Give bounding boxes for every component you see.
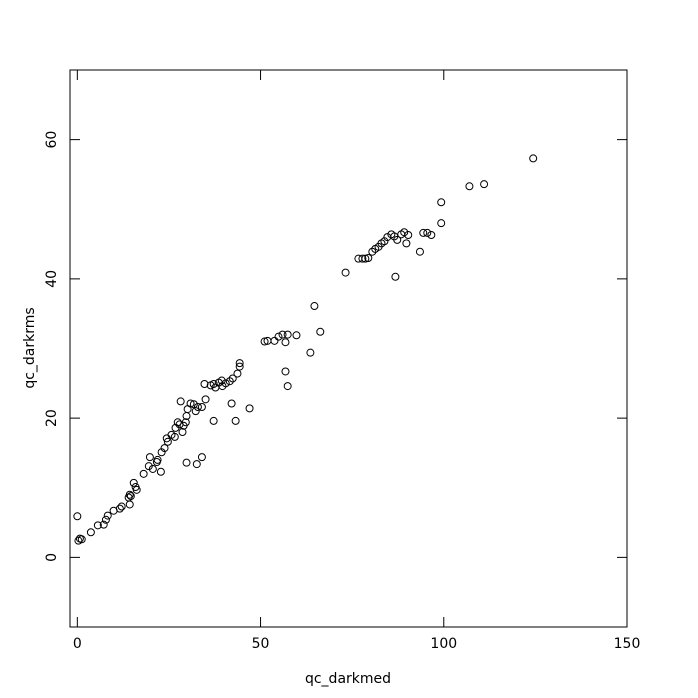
point: [125, 490, 134, 499]
point: [358, 254, 367, 263]
y-tick-label: 40: [44, 270, 60, 288]
point: [283, 382, 292, 391]
point: [227, 399, 236, 408]
point: [368, 247, 377, 256]
point: [182, 458, 191, 467]
point: [186, 399, 195, 408]
point: [148, 464, 157, 473]
point: [419, 228, 428, 237]
point: [77, 535, 86, 544]
point: [292, 331, 301, 340]
point: [316, 327, 325, 336]
point: [278, 330, 287, 339]
point: [86, 528, 95, 537]
point: [415, 247, 424, 256]
point: [274, 332, 283, 341]
point: [306, 348, 315, 357]
point: [283, 330, 292, 339]
x-tick-label: 100: [430, 636, 457, 652]
point: [139, 469, 148, 478]
point: [125, 500, 134, 509]
point: [191, 407, 200, 416]
point: [427, 231, 436, 240]
point: [402, 239, 411, 248]
point: [157, 448, 166, 457]
point: [221, 379, 230, 388]
x-axis-label: qc_darkmed: [305, 671, 391, 687]
point: [310, 302, 319, 311]
point: [465, 182, 474, 191]
point: [281, 338, 290, 347]
point: [99, 520, 108, 529]
point: [101, 515, 110, 524]
point: [225, 377, 234, 386]
point: [126, 492, 135, 501]
point: [245, 404, 254, 413]
point: [217, 376, 226, 385]
point: [193, 402, 202, 411]
point: [393, 235, 402, 244]
point: [380, 237, 389, 246]
point: [129, 478, 138, 487]
point: [153, 455, 162, 464]
point: [170, 432, 179, 441]
point: [192, 460, 201, 469]
point: [235, 359, 244, 368]
point: [197, 402, 206, 411]
point: [73, 512, 82, 521]
point: [354, 254, 363, 263]
point: [200, 380, 209, 389]
x-tick-label: 0: [73, 636, 82, 652]
point: [341, 268, 350, 277]
y-tick-label: 20: [44, 409, 60, 427]
point: [181, 418, 190, 427]
point: [235, 362, 244, 371]
point: [529, 154, 538, 163]
point: [391, 272, 400, 281]
point: [228, 374, 237, 383]
point: [437, 219, 446, 228]
point: [233, 369, 242, 378]
point: [93, 521, 102, 530]
point: [144, 462, 153, 471]
y-axis-label: qc_darkrms: [22, 307, 38, 388]
point: [231, 416, 240, 425]
point: [480, 180, 489, 189]
point: [103, 511, 112, 520]
point: [270, 336, 279, 345]
point: [163, 437, 172, 446]
point: [260, 337, 269, 346]
point: [209, 416, 218, 425]
point: [423, 228, 432, 237]
point: [145, 453, 154, 462]
point: [173, 418, 182, 427]
point: [400, 228, 409, 237]
point: [437, 198, 446, 207]
point: [201, 395, 210, 404]
y-tick-label: 60: [44, 131, 60, 149]
x-tick-label: 150: [614, 636, 641, 652]
point: [117, 502, 126, 511]
point: [160, 444, 169, 453]
point: [197, 453, 206, 462]
point: [361, 254, 370, 263]
point: [156, 467, 165, 476]
plot-frame: [69, 69, 628, 628]
point: [132, 485, 141, 494]
x-tick-label: 50: [252, 636, 270, 652]
point: [176, 397, 185, 406]
point: [281, 367, 290, 376]
point: [404, 231, 413, 240]
y-tick-label: 0: [44, 553, 60, 562]
point: [364, 253, 373, 262]
point: [115, 504, 124, 513]
point: [178, 428, 187, 437]
